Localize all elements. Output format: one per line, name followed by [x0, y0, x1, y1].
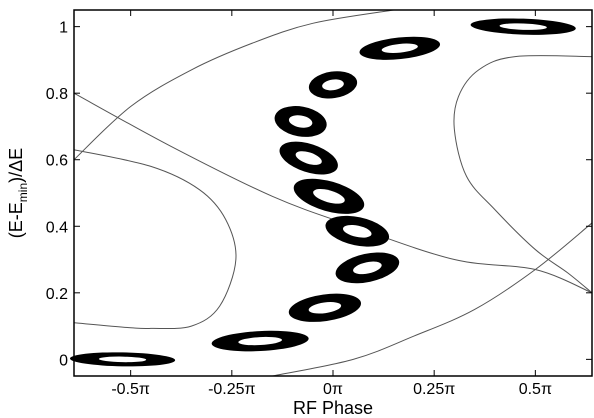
separatrix-curve-5	[453, 55, 592, 294]
bunch-2	[211, 330, 309, 352]
separatrix-curves	[74, 10, 592, 376]
y-tick-label-4: 0.6	[46, 153, 68, 170]
y-tick-label-6: 1	[59, 20, 68, 37]
separatrix-curve-3	[74, 149, 237, 330]
y-axis-label-tail: )/ΔE	[6, 148, 26, 183]
x-axis-label: RF Phase	[293, 398, 373, 418]
y-axis-label-main: (E-E	[6, 202, 26, 238]
bunch-7	[279, 141, 338, 175]
y-tick-label-1: 0	[59, 352, 68, 369]
x-axis-ticks: -0.5π -0.25π 0π 0.25π 0.5π	[111, 10, 552, 398]
bunch-1	[69, 352, 176, 367]
bunch-4	[335, 252, 400, 284]
x-tick-label-3: 0π	[323, 381, 343, 398]
x-tick-label-5: 0.5π	[519, 381, 552, 398]
x-tick-label-4: 0.25π	[413, 381, 455, 398]
y-tick-label-2: 0.2	[46, 286, 68, 303]
y-axis-label: (E-Emin)/ΔE	[6, 148, 30, 238]
separatrix-curve-4	[272, 222, 592, 376]
y-tick-label-3: 0.4	[46, 219, 68, 236]
bunch-5	[325, 215, 390, 247]
y-axis-label-subscript: min	[16, 183, 30, 202]
bunch-8	[274, 106, 327, 137]
bunch-6	[293, 178, 365, 214]
x-tick-label-1: -0.5π	[111, 381, 150, 398]
bunch-9	[308, 71, 358, 99]
bunch-10	[359, 36, 441, 60]
bunch-11	[470, 18, 576, 35]
x-tick-label-2: -0.25π	[208, 381, 256, 398]
y-axis-ticks: 0 0.2 0.4 0.6 0.8 1	[46, 20, 592, 369]
y-tick-label-5: 0.8	[46, 86, 68, 103]
separatrix-curve-1	[74, 10, 394, 161]
bunch-markers	[69, 18, 576, 367]
bunch-3	[288, 293, 362, 322]
